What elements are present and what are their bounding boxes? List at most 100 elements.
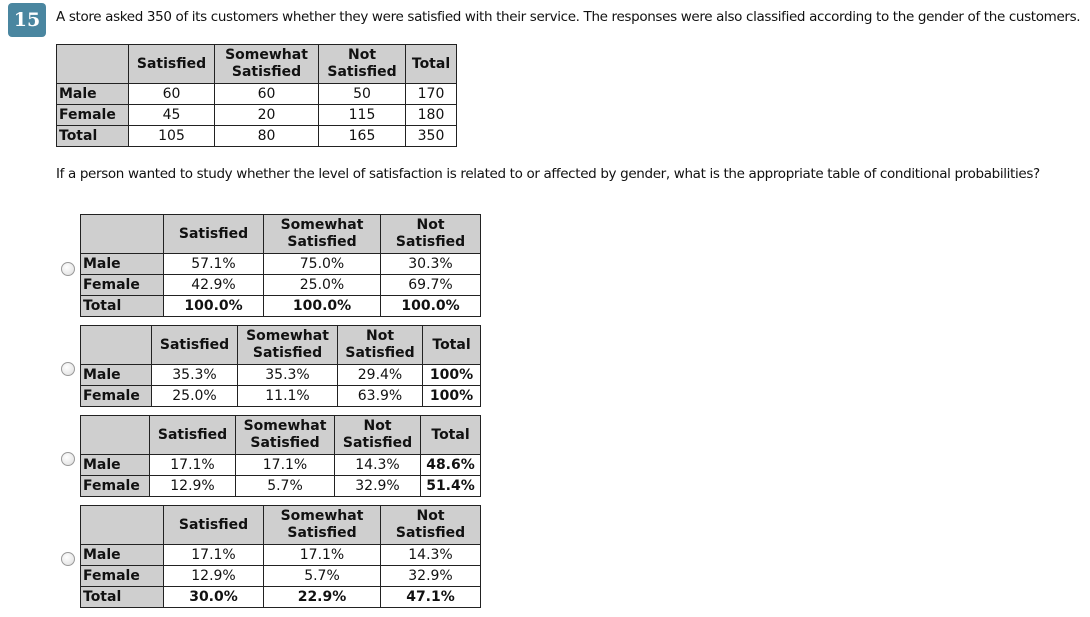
row-label: Male <box>80 364 152 386</box>
row-label: Male <box>80 253 164 275</box>
table-cell: 17.1% <box>163 544 264 566</box>
column-header: Not Satisfied <box>334 415 421 455</box>
table-cell: 165 <box>318 125 406 147</box>
table-cell: 350 <box>405 125 457 147</box>
header-row: Satisfied Somewhat Satisfied Not Satisfied… <box>80 415 481 455</box>
column-header <box>80 415 150 455</box>
table-cell: 30.0% <box>163 586 264 608</box>
table-cell: 42.9% <box>163 274 264 296</box>
table-cell: 11.1% <box>237 385 338 407</box>
table-cell: 14.3% <box>380 544 481 566</box>
row-label: Female <box>56 104 129 126</box>
column-header: Total <box>422 325 481 365</box>
column-header <box>80 505 164 545</box>
table-cell: 25.0% <box>263 274 381 296</box>
column-header: Total <box>420 415 481 455</box>
row-label: Female <box>80 274 164 296</box>
column-header: Satisfied <box>151 325 238 365</box>
table-cell: 29.4% <box>337 364 423 386</box>
column-header: Satisfied <box>163 505 264 545</box>
table-cell: 45 <box>128 104 215 126</box>
table-cell: 100.0% <box>380 295 481 317</box>
column-header: Somewhat Satisfied <box>263 505 381 545</box>
table-cell: 35.3% <box>151 364 238 386</box>
column-header: Somewhat Satisfied <box>235 415 335 455</box>
option-a-radio[interactable] <box>61 262 75 276</box>
column-header: Satisfied <box>163 214 264 254</box>
column-header: Not Satisfied <box>337 325 423 365</box>
question-text: A store asked 350 of its customers wheth… <box>56 9 1081 25</box>
table-row: Male 17.1% 17.1% 14.3% <box>80 544 481 566</box>
header-row: Satisfied Somewhat Satisfied Not Satisfied <box>80 505 481 545</box>
table-cell: 17.1% <box>235 454 335 476</box>
column-header: Not Satisfied <box>318 44 406 84</box>
table-row: Male 35.3% 35.3% 29.4% 100% <box>80 364 481 386</box>
table-cell: 30.3% <box>380 253 481 275</box>
option-c-radio[interactable] <box>61 452 75 466</box>
table-row: Male 60 60 50 170 <box>56 83 457 105</box>
table-row: Female 12.9% 5.7% 32.9% 51.4% <box>80 475 481 497</box>
table-cell: 60 <box>214 83 319 105</box>
table-cell: 50 <box>318 83 406 105</box>
table-row: Total 105 80 165 350 <box>56 125 457 147</box>
table-cell: 48.6% <box>420 454 481 476</box>
column-header <box>80 325 152 365</box>
table-cell: 69.7% <box>380 274 481 296</box>
column-header: Somewhat Satisfied <box>214 44 319 84</box>
row-label: Female <box>80 565 164 587</box>
row-label: Total <box>80 295 164 317</box>
table-cell: 32.9% <box>380 565 481 587</box>
table-cell: 51.4% <box>420 475 481 497</box>
table-cell: 5.7% <box>235 475 335 497</box>
row-label: Total <box>56 125 129 147</box>
table-cell: 100% <box>422 364 481 386</box>
table-cell: 115 <box>318 104 406 126</box>
table-cell: 100% <box>422 385 481 407</box>
table-cell: 14.3% <box>334 454 421 476</box>
table-cell: 12.9% <box>163 565 264 587</box>
row-label: Female <box>80 475 150 497</box>
table-cell: 75.0% <box>263 253 381 275</box>
row-label: Total <box>80 586 164 608</box>
option-b-table[interactable]: Satisfied Somewhat Satisfied Not Satisfied… <box>80 325 481 407</box>
table-cell: 20 <box>214 104 319 126</box>
table-cell: 100.0% <box>163 295 264 317</box>
table-cell: 80 <box>214 125 319 147</box>
data-table: Satisfied Somewhat Satisfied Not Satisfied… <box>56 44 457 147</box>
table-cell: 17.1% <box>149 454 236 476</box>
option-d-radio[interactable] <box>61 552 75 566</box>
table-row: Female 12.9% 5.7% 32.9% <box>80 565 481 587</box>
header-row: Satisfied Somewhat Satisfied Not Satisfied… <box>80 325 481 365</box>
table-row: Female 42.9% 25.0% 69.7% <box>80 274 481 296</box>
column-header: Total <box>405 44 457 84</box>
table-cell: 63.9% <box>337 385 423 407</box>
option-b-radio[interactable] <box>61 362 75 376</box>
table-cell: 170 <box>405 83 457 105</box>
table-row: Total 30.0% 22.9% 47.1% <box>80 586 481 608</box>
column-header: Satisfied <box>149 415 236 455</box>
column-header: Satisfied <box>128 44 215 84</box>
table-cell: 17.1% <box>263 544 381 566</box>
question-prompt: If a person wanted to study whether the … <box>56 166 1040 182</box>
row-label: Male <box>80 544 164 566</box>
table-row: Female 25.0% 11.1% 63.9% 100% <box>80 385 481 407</box>
table-cell: 12.9% <box>149 475 236 497</box>
option-c-table[interactable]: Satisfied Somewhat Satisfied Not Satisfied… <box>80 415 481 497</box>
column-header <box>80 214 164 254</box>
table-cell: 105 <box>128 125 215 147</box>
question-number-badge: 15 <box>8 3 46 37</box>
table-cell: 22.9% <box>263 586 381 608</box>
row-label: Female <box>80 385 152 407</box>
table-cell: 180 <box>405 104 457 126</box>
table-row: Total 100.0% 100.0% 100.0% <box>80 295 481 317</box>
option-a-table[interactable]: Satisfied Somewhat Satisfied Not Satisfied… <box>80 214 481 317</box>
column-header: Somewhat Satisfied <box>263 214 381 254</box>
column-header: Not Satisfied <box>380 505 481 545</box>
table-cell: 25.0% <box>151 385 238 407</box>
table-cell: 35.3% <box>237 364 338 386</box>
table-cell: 47.1% <box>380 586 481 608</box>
table-cell: 5.7% <box>263 565 381 587</box>
column-header: Not Satisfied <box>380 214 481 254</box>
table-row: Female 45 20 115 180 <box>56 104 457 126</box>
option-d-table[interactable]: Satisfied Somewhat Satisfied Not Satisfied… <box>80 505 481 608</box>
